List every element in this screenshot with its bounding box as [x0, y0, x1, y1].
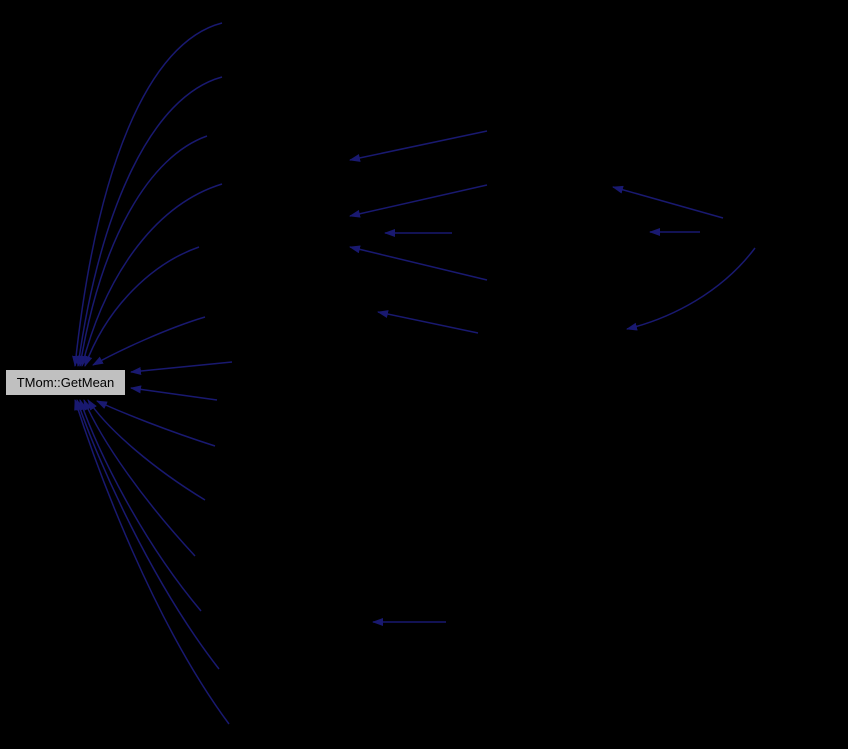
caller-edge-top-2 — [75, 76, 223, 367]
graph-node-label: TMom::GetMean — [16, 375, 115, 390]
second-level-edge-4 — [349, 245, 488, 281]
second-level-edge-2 — [349, 184, 488, 218]
caller-edge-top-3 — [77, 135, 208, 367]
caller-edge-bottom-6 — [74, 399, 230, 725]
caller-edge-right-1 — [130, 361, 233, 375]
caller-edge-top-4 — [80, 183, 223, 367]
caller-edge-top-1 — [72, 22, 223, 367]
caller-edge-top-6 — [92, 316, 206, 366]
caller-edge-bottom-2 — [87, 399, 206, 501]
caller-edge-top-5 — [84, 246, 200, 367]
graph-node-tmom-getmean[interactable]: TMom::GetMean — [5, 369, 126, 396]
caller-edge-bottom-5 — [76, 399, 220, 670]
caller-edge-bottom-3 — [83, 399, 196, 557]
caller-edge-right-2 — [130, 385, 218, 401]
second-level-edge-1 — [349, 130, 488, 162]
caller-edge-bottom-4 — [79, 399, 202, 612]
third-level-edge-1 — [612, 185, 724, 219]
third-level-edge-3 — [626, 247, 756, 331]
caller-edge-bottom-1 — [96, 400, 216, 447]
second-level-edge-5 — [377, 310, 479, 334]
